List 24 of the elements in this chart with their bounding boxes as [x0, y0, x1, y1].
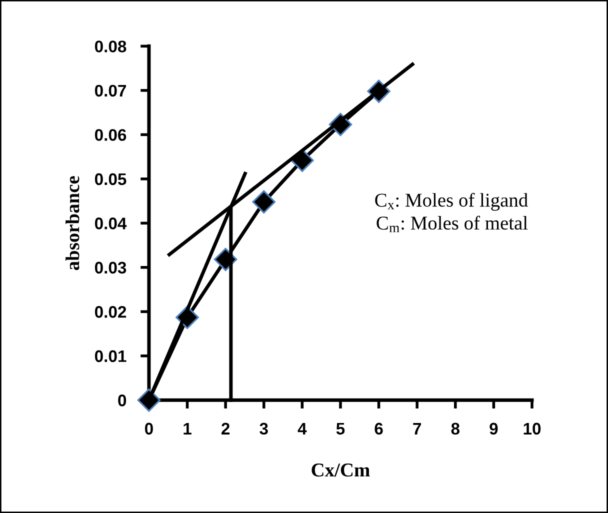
annotation: C$_{m}$: Moles of metal — [376, 216, 528, 232]
y-tick-label: 0.04 — [94, 218, 127, 230]
x-tick-label: 8 — [451, 422, 460, 435]
x-tick-label: 6 — [374, 422, 383, 435]
y-tick-label: 0.01 — [94, 350, 126, 362]
y-tick-label: 0 — [118, 394, 126, 406]
x-tick-label: 7 — [413, 422, 421, 434]
y-tick-label: 0.07 — [94, 84, 126, 97]
x-tick-label: 2 — [222, 422, 230, 434]
y-axis-title: absorbance — [66, 176, 80, 270]
y-tick-label: 0.02 — [94, 306, 126, 318]
x-tick-label: 3 — [260, 422, 268, 435]
y-tick-label: 0.06 — [94, 129, 126, 141]
annotation: C$_{x}$: Moles of ligand — [375, 192, 528, 211]
y-tick-label: 0.08 — [94, 40, 126, 52]
y-tick-label: 0.03 — [94, 262, 126, 274]
x-tick-label: 0 — [144, 422, 153, 435]
x-tick-label: 9 — [490, 422, 498, 435]
x-axis-title: Cx/Cm — [312, 464, 370, 477]
x-tick-label: 1 — [184, 422, 192, 434]
y-tick-label: 0.05 — [94, 173, 126, 186]
x-tick-label: 5 — [336, 422, 345, 435]
x-tick-label: 10 — [524, 422, 541, 435]
x-tick-label: 4 — [298, 422, 307, 434]
